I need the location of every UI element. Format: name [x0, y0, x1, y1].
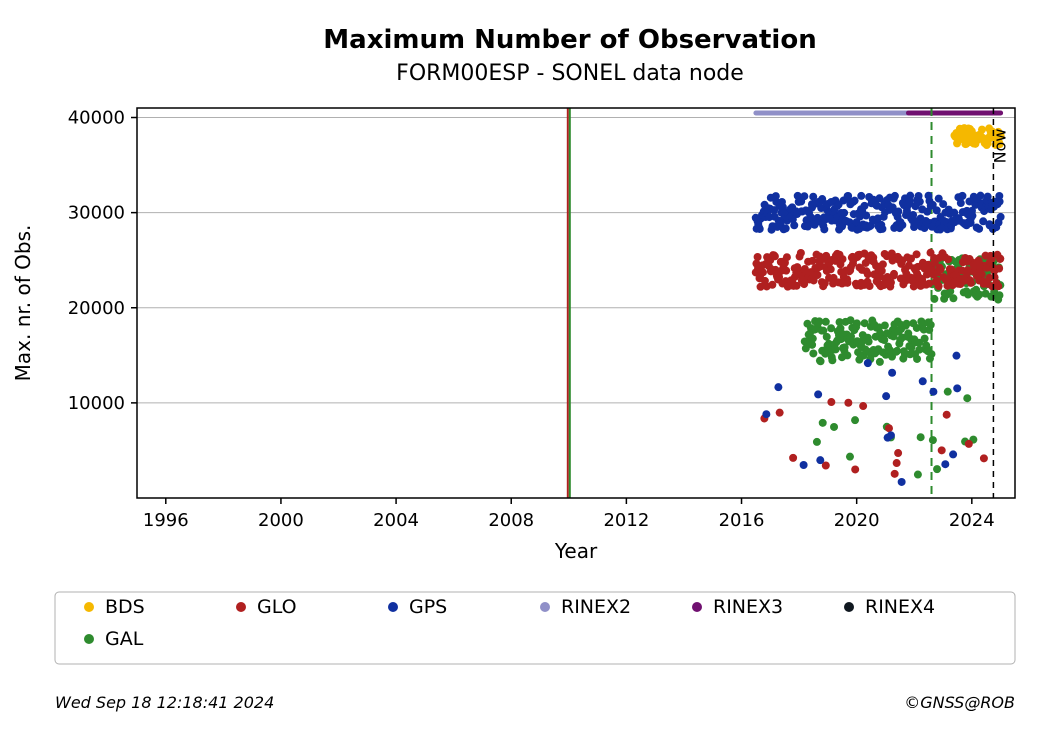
legend-marker-bds [84, 602, 94, 612]
legend-label-rinex3: RINEX3 [713, 596, 783, 618]
y-axis-ticks: 10000 20000 30000 40000 [68, 108, 137, 414]
footer-timestamp: Wed Sep 18 12:18:41 2024 [55, 693, 274, 712]
svg-text:2004: 2004 [373, 510, 419, 531]
svg-text:1996: 1996 [143, 510, 189, 531]
footer-copyright: ©GNSS@ROB [904, 693, 1015, 712]
svg-text:2020: 2020 [834, 510, 880, 531]
legend-marker-gal [84, 634, 94, 644]
chart-container: Maximum Number of Observation FORM00ESP … [0, 0, 1040, 734]
svg-text:2016: 2016 [719, 510, 765, 531]
chart-svg: Maximum Number of Observation FORM00ESP … [0, 0, 1040, 734]
legend-label-rinex4: RINEX4 [865, 596, 935, 618]
legend-label-glo: GLO [257, 596, 297, 618]
y-axis-label: Max. nr. of Obs. [11, 225, 35, 382]
x-axis-ticks: 1996 2000 2004 2008 2012 2016 2020 2024 [143, 498, 995, 531]
svg-text:30000: 30000 [68, 203, 125, 224]
legend-label-gal: GAL [105, 628, 144, 650]
legend-marker-rinex2 [540, 602, 550, 612]
legend-label-rinex2: RINEX2 [561, 596, 631, 618]
svg-text:40000: 40000 [68, 108, 125, 129]
event-lines [568, 108, 932, 498]
legend: BDS GLO GPS RINEX2 RINEX3 RINEX4 GAL [55, 592, 1015, 664]
svg-text:20000: 20000 [68, 298, 125, 319]
plot-border [137, 108, 1015, 498]
legend-marker-glo [236, 602, 246, 612]
legend-label-bds: BDS [105, 596, 145, 618]
x-axis-label: Year [554, 539, 598, 563]
svg-text:2012: 2012 [603, 510, 649, 531]
legend-label-gps: GPS [409, 596, 447, 618]
svg-text:2024: 2024 [949, 510, 995, 531]
svg-text:2000: 2000 [258, 510, 304, 531]
legend-marker-gps [388, 602, 398, 612]
chart-subtitle: FORM00ESP - SONEL data node [396, 61, 744, 86]
chart-title: Maximum Number of Observation [323, 25, 816, 55]
svg-text:2008: 2008 [488, 510, 534, 531]
legend-marker-rinex4 [844, 602, 854, 612]
legend-marker-rinex3 [692, 602, 702, 612]
now-label: Now [990, 129, 1009, 164]
svg-text:10000: 10000 [68, 393, 125, 414]
